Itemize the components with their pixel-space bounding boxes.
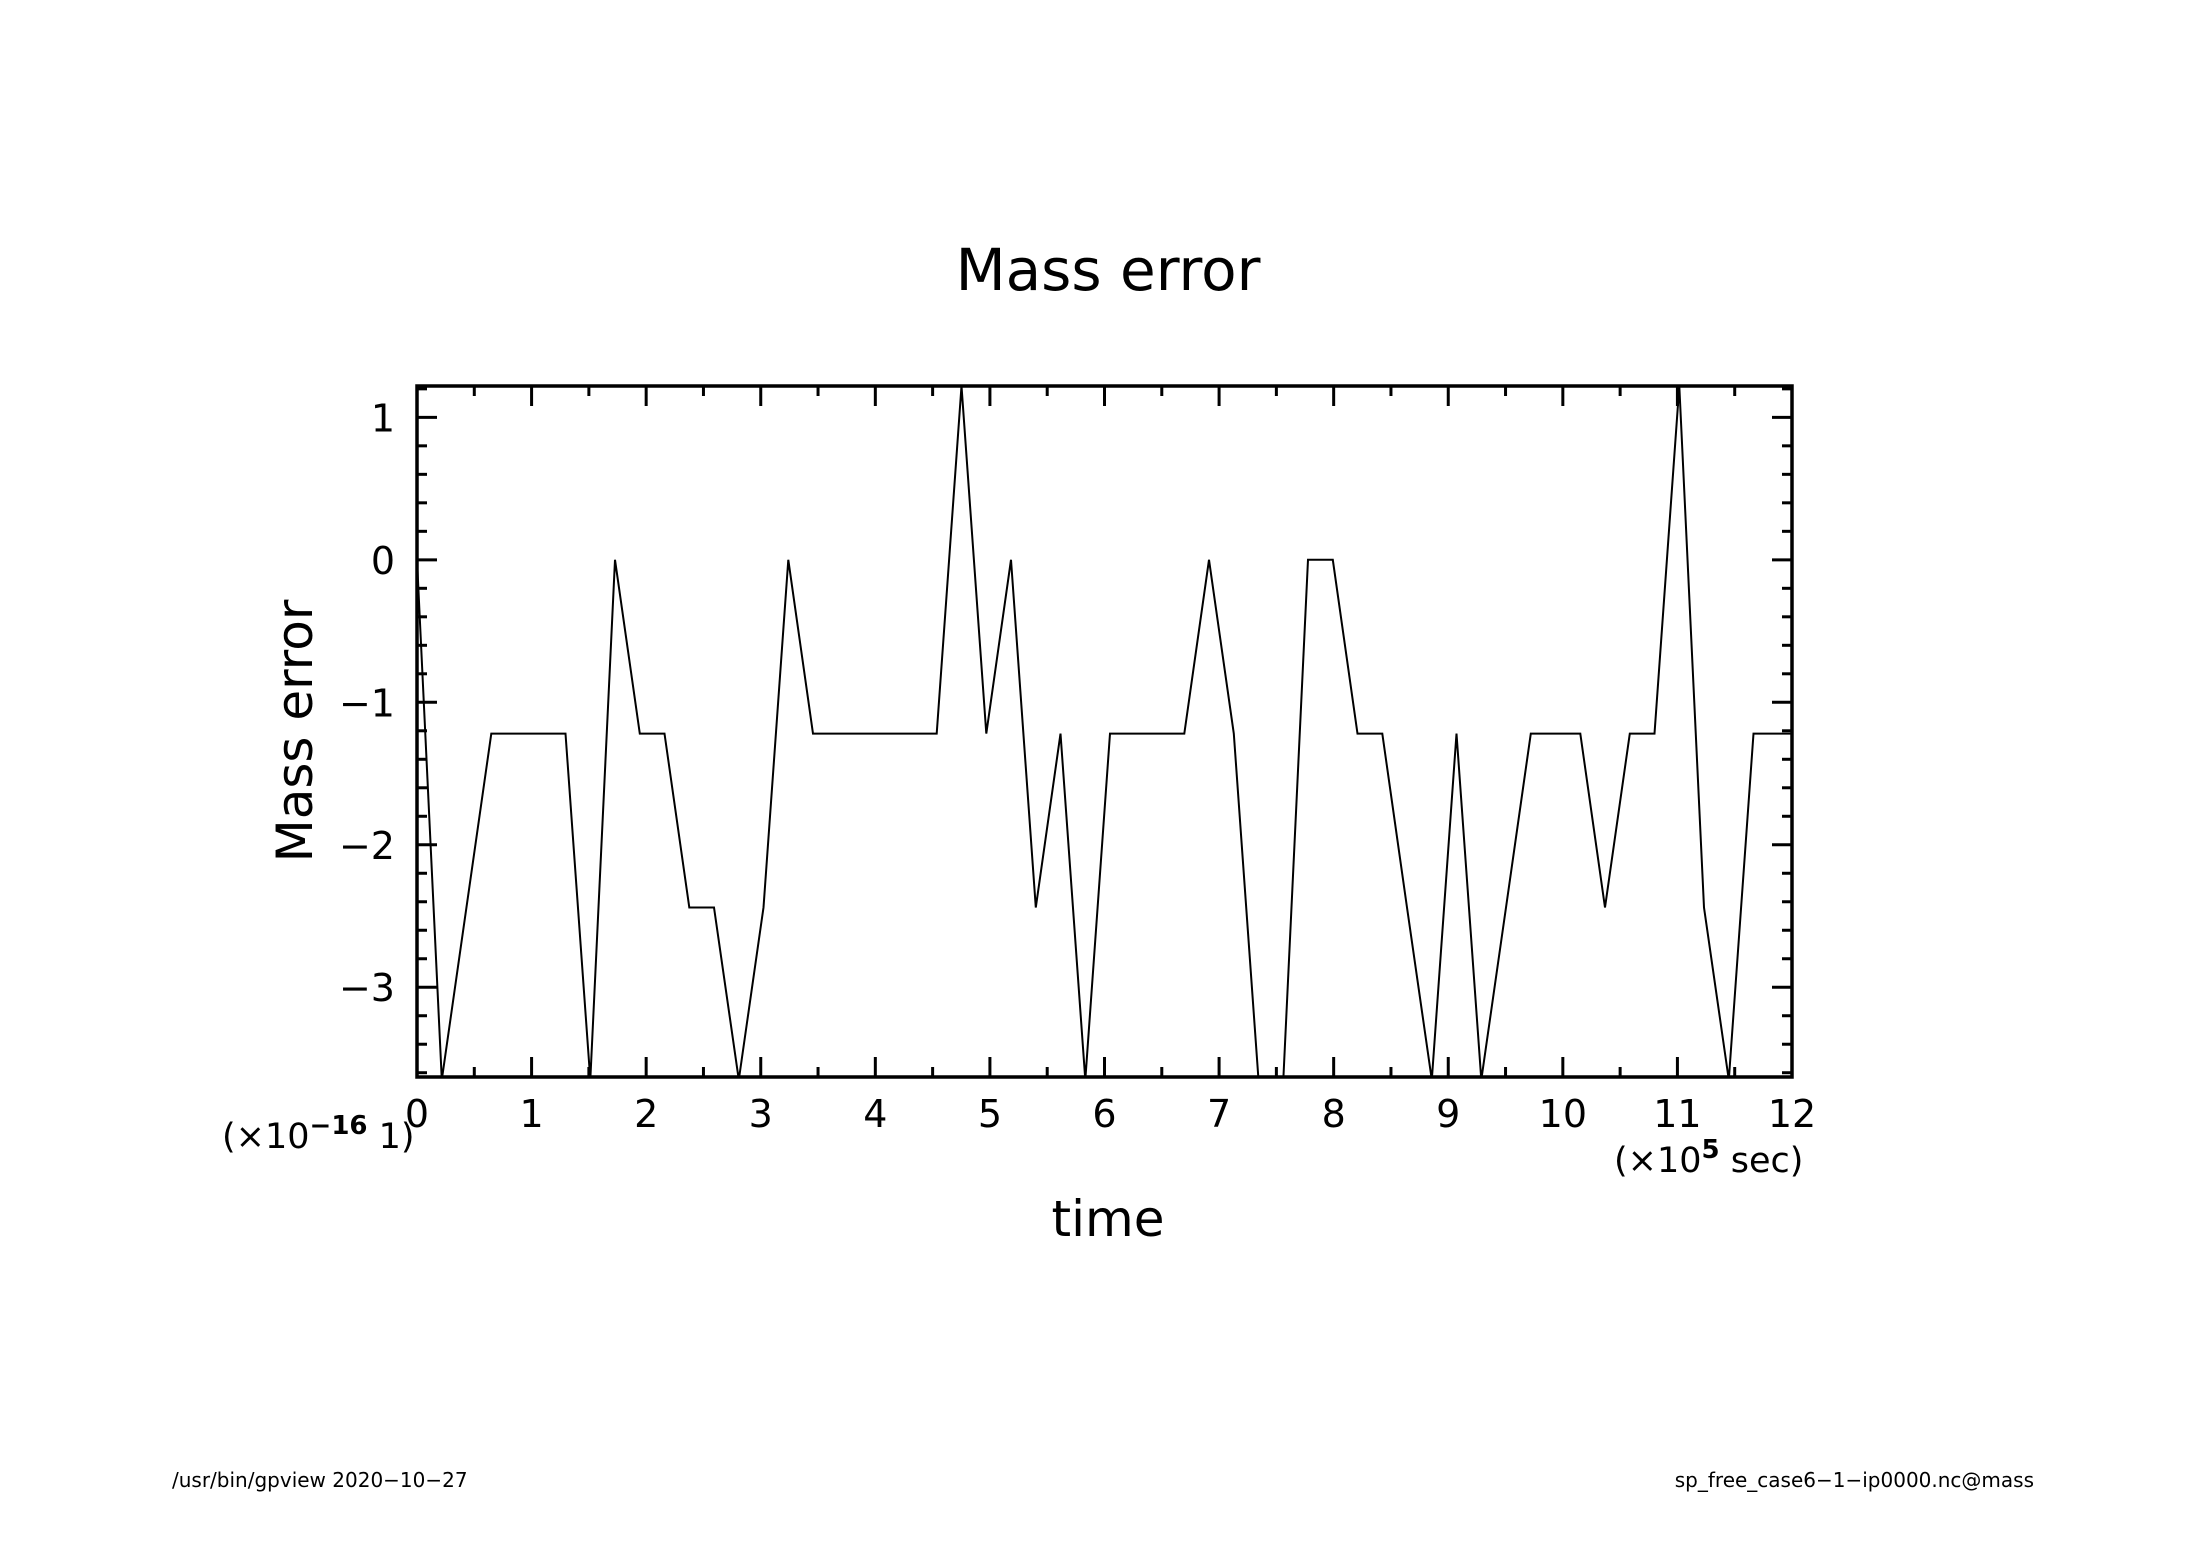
footer-right: sp_free_case6−1−ip0000.nc@mass (1675, 1468, 2034, 1492)
x-tick-label: 0 (405, 1092, 429, 1136)
y-tick-label: 0 (371, 539, 395, 583)
x-tick-label: 3 (749, 1092, 773, 1136)
x-tick-label: 9 (1436, 1092, 1460, 1136)
plot-frame (415, 384, 1794, 1079)
y-tick-label: −3 (339, 966, 395, 1010)
x-axis-label: time (1052, 1190, 1165, 1248)
footer-left: /usr/bin/gpview 2020−10−27 (172, 1468, 468, 1492)
x-scale-note: (×105 sec) (1614, 1135, 1803, 1181)
chart-title: Mass error (956, 236, 1261, 304)
x-tick-label: 7 (1207, 1092, 1231, 1136)
x-tick-label: 2 (634, 1092, 658, 1136)
x-tick-label: 12 (1768, 1092, 1816, 1136)
x-tick-label: 10 (1539, 1092, 1587, 1136)
tick-marks (415, 386, 1794, 1077)
y-tick-label: −2 (339, 824, 395, 868)
x-tick-label: 1 (519, 1092, 543, 1136)
x-tick-labels: 0 1 2 3 4 5 6 7 8 9 10 11 12 (405, 1092, 1816, 1136)
y-scale-note: (×10−16 1) (222, 1111, 415, 1157)
x-tick-label: 5 (978, 1092, 1002, 1136)
x-tick-label: 11 (1653, 1092, 1701, 1136)
series-line-1 (417, 386, 1792, 1077)
y-axis-label: Mass error (266, 599, 324, 862)
y-tick-label: 1 (371, 396, 395, 440)
y-tick-label: −1 (339, 681, 395, 725)
x-tick-label: 8 (1322, 1092, 1346, 1136)
series-layer (417, 386, 1792, 1077)
x-tick-label: 4 (863, 1092, 887, 1136)
y-tick-labels: −3 −2 −1 0 1 (339, 396, 395, 1010)
x-tick-label: 6 (1092, 1092, 1116, 1136)
